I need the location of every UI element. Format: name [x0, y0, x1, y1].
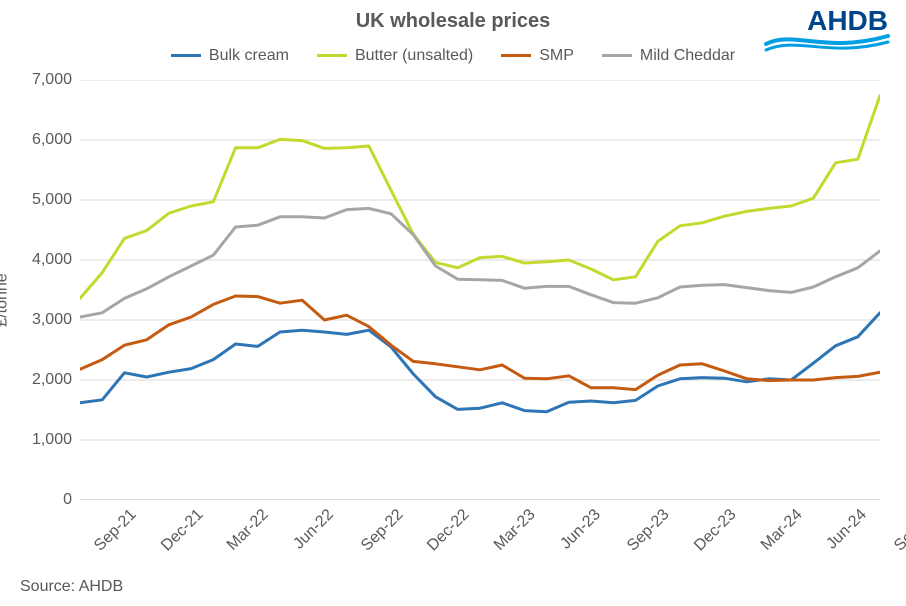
- x-tick-label: Mar-24: [758, 506, 807, 555]
- y-tick-label: 2,000: [32, 371, 72, 389]
- y-tick-label: 4,000: [32, 251, 72, 269]
- series-line: [80, 296, 880, 390]
- x-tick-label: Jun-23: [557, 506, 604, 553]
- x-tick-label: Dec-21: [158, 506, 207, 555]
- legend-item: Mild Cheddar: [602, 47, 735, 65]
- x-tick-label: Jun-24: [824, 506, 871, 553]
- series-line: [80, 313, 880, 412]
- y-tick-label: 6,000: [32, 131, 72, 149]
- legend-label: SMP: [539, 47, 574, 65]
- y-tick-label: 1,000: [32, 431, 72, 449]
- legend-swatch: [602, 54, 632, 57]
- chart-source-text: Source: AHDB: [20, 578, 123, 596]
- series-line: [80, 96, 880, 299]
- chart-plot-area: [80, 80, 880, 500]
- y-tick-label: 0: [63, 491, 72, 509]
- y-tick-label: 3,000: [32, 311, 72, 329]
- x-tick-label: Mar-23: [491, 506, 540, 555]
- legend-swatch: [171, 54, 201, 57]
- x-tick-label: Sep-22: [358, 506, 407, 555]
- x-tick-label: Sep-24: [891, 506, 906, 555]
- x-tick-label: Jun-22: [290, 506, 337, 553]
- chart-legend: Bulk cream Butter (unsalted) SMP Mild Chedd…: [0, 44, 906, 65]
- series-line: [80, 208, 880, 317]
- x-tick-label: Sep-21: [91, 506, 140, 555]
- chart-container: UK wholesale prices AHDB Bulk creamButte…: [0, 0, 906, 606]
- legend-label: Mild Cheddar: [640, 47, 735, 65]
- legend-swatch: [501, 54, 531, 57]
- legend-swatch: [317, 54, 347, 57]
- legend-label: Butter (unsalted): [355, 47, 473, 65]
- x-tick-label: Mar-22: [224, 506, 273, 555]
- legend-label: Bulk cream: [209, 47, 289, 65]
- x-tick-label: Sep-23: [624, 506, 673, 555]
- x-tick-label: Dec-23: [691, 506, 740, 555]
- logo-text: AHDB: [807, 5, 888, 36]
- legend-item: SMP: [501, 47, 574, 65]
- legend-item: Butter (unsalted): [317, 47, 473, 65]
- y-tick-label: 5,000: [32, 191, 72, 209]
- legend-item: Bulk cream: [171, 47, 289, 65]
- x-tick-label: Dec-22: [424, 506, 473, 555]
- y-tick-label: 7,000: [32, 71, 72, 89]
- logo-wave-icon: [766, 36, 888, 44]
- y-axis-label: £/tonne: [0, 273, 12, 326]
